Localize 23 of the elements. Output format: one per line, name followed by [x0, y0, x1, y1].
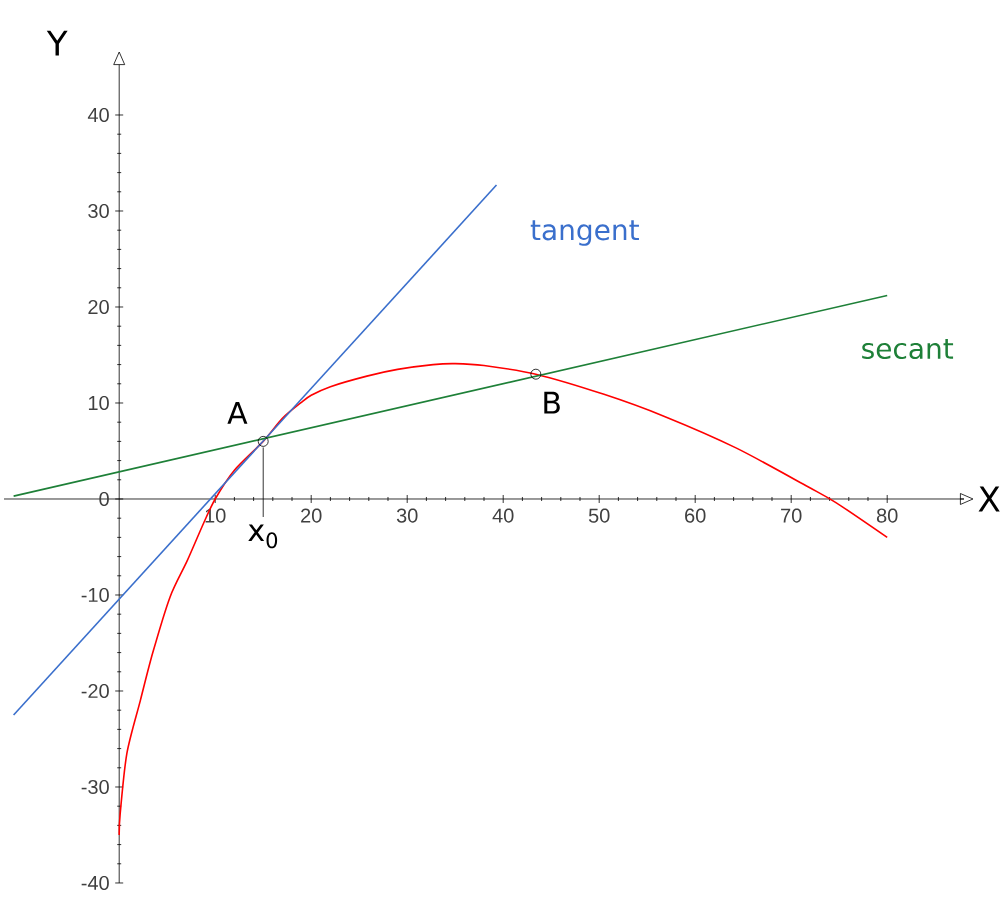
- y-tick-label: -30: [81, 779, 109, 795]
- y-tick-label: 20: [88, 299, 109, 315]
- x-tick-label: 40: [492, 508, 514, 523]
- y-tick-label: 30: [88, 203, 109, 219]
- annotation: A: [227, 401, 248, 424]
- annotation: x$_{0}$: [248, 524, 278, 549]
- x-tick-label: 60: [685, 508, 706, 523]
- x-axis-title: X: [978, 486, 1000, 512]
- x-tick-label: 20: [301, 508, 322, 523]
- y-tick-label: 40: [87, 107, 109, 123]
- y-tick-label: 10: [88, 395, 109, 411]
- annotation: B: [544, 391, 560, 414]
- x-tick-label: 50: [588, 508, 610, 523]
- series-label: tangent: [530, 220, 639, 246]
- x-tick-label: 30: [396, 508, 418, 523]
- y-tick-label: 0: [99, 491, 109, 507]
- series-label: secant: [862, 339, 954, 360]
- y-tick-label: -10: [81, 587, 109, 603]
- y-axis-title: Y: [46, 30, 68, 56]
- x-tick-label: 70: [781, 508, 802, 523]
- y-tick-label: -40: [81, 875, 109, 891]
- y-tick-label: -20: [81, 683, 109, 699]
- x-tick-label: 80: [876, 508, 898, 523]
